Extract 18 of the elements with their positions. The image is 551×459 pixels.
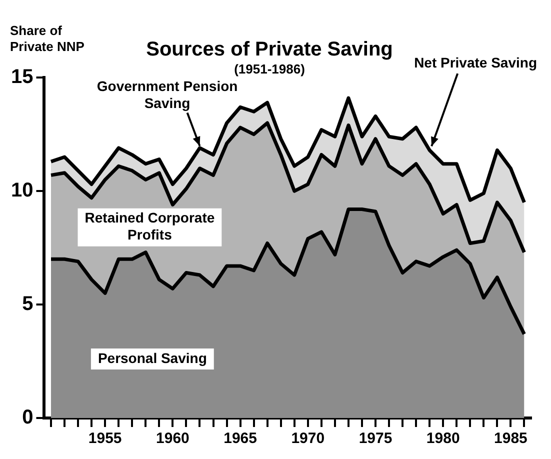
x-tick-label: 1965 [224, 430, 257, 448]
y-tick-label: 10 [10, 180, 34, 202]
chart-subtitle: (1951-1986) [234, 61, 305, 76]
x-tick-label: 1975 [358, 430, 392, 448]
x-tick-label: 1955 [88, 430, 122, 448]
y-axis-title: Share of Private NNP [10, 23, 85, 54]
x-tick-label: 1985 [494, 430, 528, 448]
series-label: Personal Saving [98, 350, 207, 366]
y-tick-label: 0 [22, 406, 34, 429]
x-tick-label: 1960 [156, 430, 190, 448]
chart-title: Sources of Private Saving [146, 38, 393, 61]
series-label: Government Pension Saving [96, 78, 238, 112]
series-label: Retained Corporate Profits [84, 210, 215, 243]
x-tick-label: 1980 [426, 430, 460, 448]
y-tick-label: 5 [22, 293, 34, 316]
y-tick-label: 15 [10, 66, 34, 88]
annotation: Net Private Saving [414, 54, 537, 70]
x-tick-label: 1970 [291, 430, 325, 448]
